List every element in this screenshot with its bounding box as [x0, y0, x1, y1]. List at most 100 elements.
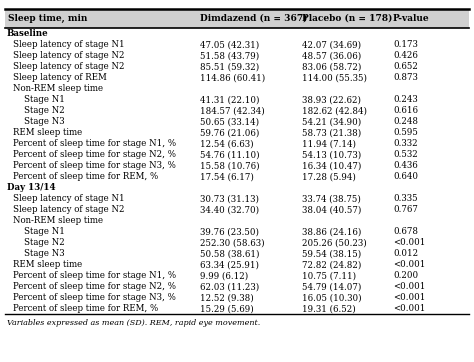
Text: 16.05 (10.30): 16.05 (10.30) [302, 293, 362, 302]
Text: 17.54 (6.17): 17.54 (6.17) [201, 172, 254, 181]
Bar [5, 215, 469, 226]
Bar [5, 182, 469, 193]
Text: <0.001: <0.001 [393, 293, 426, 302]
Text: Sleep latency of stage N2: Sleep latency of stage N2 [13, 62, 125, 71]
Bar [5, 138, 469, 149]
Text: 83.06 (58.72): 83.06 (58.72) [302, 62, 362, 71]
Text: Percent of sleep time for stage N2, %: Percent of sleep time for stage N2, % [13, 282, 176, 291]
Text: 205.26 (50.23): 205.26 (50.23) [302, 238, 367, 247]
Text: REM sleep time: REM sleep time [13, 260, 82, 269]
Text: Day 13/14: Day 13/14 [7, 183, 55, 192]
Text: 0.640: 0.640 [393, 172, 418, 181]
Text: 50.65 (33.14): 50.65 (33.14) [201, 117, 259, 126]
Bar [5, 83, 469, 94]
Bar [5, 171, 469, 182]
Text: Percent of sleep time for stage N3, %: Percent of sleep time for stage N3, % [13, 293, 176, 302]
Text: Percent of sleep time for stage N2, %: Percent of sleep time for stage N2, % [13, 150, 176, 159]
Bar [5, 303, 469, 314]
Text: Stage N3: Stage N3 [24, 249, 65, 258]
Text: 0.873: 0.873 [393, 73, 418, 82]
Text: Sleep latency of stage N1: Sleep latency of stage N1 [13, 194, 125, 203]
Text: 34.40 (32.70): 34.40 (32.70) [201, 205, 259, 214]
Text: 16.34 (10.47): 16.34 (10.47) [302, 161, 362, 170]
Text: 0.332: 0.332 [393, 139, 418, 148]
Text: Sleep latency of stage N2: Sleep latency of stage N2 [13, 51, 125, 60]
Text: <0.001: <0.001 [393, 304, 426, 313]
Text: 30.73 (31.13): 30.73 (31.13) [201, 194, 259, 203]
Text: Percent of sleep time for REM, %: Percent of sleep time for REM, % [13, 172, 158, 181]
Text: 0.436: 0.436 [393, 161, 418, 170]
Bar [5, 248, 469, 259]
Text: Sleep time, min: Sleep time, min [8, 14, 87, 23]
Text: 184.57 (42.34): 184.57 (42.34) [201, 106, 265, 115]
Text: 0.426: 0.426 [393, 51, 418, 60]
Text: 15.58 (10.76): 15.58 (10.76) [201, 161, 260, 170]
Text: 17.28 (5.94): 17.28 (5.94) [302, 172, 356, 181]
Text: 51.58 (43.79): 51.58 (43.79) [201, 51, 260, 60]
Text: 0.243: 0.243 [393, 95, 418, 104]
Text: 54.76 (11.10): 54.76 (11.10) [201, 150, 260, 159]
Text: 15.29 (5.69): 15.29 (5.69) [201, 304, 254, 313]
Text: 10.75 (7.11): 10.75 (7.11) [302, 271, 356, 280]
Bar [5, 149, 469, 160]
Bar [5, 204, 469, 215]
Text: 48.57 (36.06): 48.57 (36.06) [302, 51, 362, 60]
Text: REM sleep time: REM sleep time [13, 128, 82, 137]
Bar [5, 105, 469, 116]
Text: 63.34 (25.91): 63.34 (25.91) [201, 260, 259, 269]
Text: 0.532: 0.532 [393, 150, 418, 159]
Text: 12.52 (9.38): 12.52 (9.38) [201, 293, 254, 302]
Text: 0.012: 0.012 [393, 249, 418, 258]
Text: 50.58 (38.61): 50.58 (38.61) [201, 249, 260, 258]
Text: Variables expressed as mean (SD). REM, rapid eye movement.: Variables expressed as mean (SD). REM, r… [7, 319, 260, 327]
Text: 114.86 (60.41): 114.86 (60.41) [201, 73, 265, 82]
Text: <0.001: <0.001 [393, 260, 426, 269]
Text: Non-REM sleep time: Non-REM sleep time [13, 84, 103, 93]
Text: 59.76 (21.06): 59.76 (21.06) [201, 128, 260, 137]
Text: 38.86 (24.16): 38.86 (24.16) [302, 227, 362, 236]
Text: Baseline: Baseline [7, 29, 48, 38]
Text: 38.04 (40.57): 38.04 (40.57) [302, 205, 362, 214]
Bar [5, 9, 469, 28]
Bar [5, 39, 469, 50]
Bar [5, 72, 469, 83]
Text: P-value: P-value [393, 14, 430, 23]
Text: 182.62 (42.84): 182.62 (42.84) [302, 106, 367, 115]
Text: Stage N1: Stage N1 [24, 95, 65, 104]
Text: 39.76 (23.50): 39.76 (23.50) [201, 227, 259, 236]
Text: Percent of sleep time for stage N3, %: Percent of sleep time for stage N3, % [13, 161, 176, 170]
Text: 54.79 (14.07): 54.79 (14.07) [302, 282, 362, 291]
Text: 9.99 (6.12): 9.99 (6.12) [201, 271, 248, 280]
Bar [5, 226, 469, 237]
Text: 252.30 (58.63): 252.30 (58.63) [201, 238, 265, 247]
Text: Stage N1: Stage N1 [24, 227, 65, 236]
Bar [5, 270, 469, 281]
Bar [5, 237, 469, 248]
Text: 38.93 (22.62): 38.93 (22.62) [302, 95, 362, 104]
Text: 0.248: 0.248 [393, 117, 418, 126]
Text: Sleep latency of stage N1: Sleep latency of stage N1 [13, 40, 125, 49]
Text: 12.54 (6.63): 12.54 (6.63) [201, 139, 254, 148]
Text: 54.13 (10.73): 54.13 (10.73) [302, 150, 362, 159]
Text: 0.652: 0.652 [393, 62, 418, 71]
Text: 0.678: 0.678 [393, 227, 418, 236]
Bar [5, 127, 469, 138]
Text: Non-REM sleep time: Non-REM sleep time [13, 216, 103, 225]
Bar [5, 61, 469, 72]
Text: 42.07 (34.69): 42.07 (34.69) [302, 40, 362, 49]
Text: 0.595: 0.595 [393, 128, 418, 137]
Bar [5, 193, 469, 204]
Text: Percent of sleep time for REM, %: Percent of sleep time for REM, % [13, 304, 158, 313]
Bar [5, 116, 469, 127]
Text: Stage N3: Stage N3 [24, 117, 65, 126]
Text: 41.31 (22.10): 41.31 (22.10) [201, 95, 260, 104]
Bar [5, 94, 469, 105]
Text: <0.001: <0.001 [393, 238, 426, 247]
Text: Sleep latency of REM: Sleep latency of REM [13, 73, 107, 82]
Bar [5, 160, 469, 171]
Bar [5, 259, 469, 270]
Text: 85.51 (59.32): 85.51 (59.32) [201, 62, 260, 71]
Text: 0.616: 0.616 [393, 106, 418, 115]
Text: 0.173: 0.173 [393, 40, 418, 49]
Text: Stage N2: Stage N2 [24, 238, 65, 247]
